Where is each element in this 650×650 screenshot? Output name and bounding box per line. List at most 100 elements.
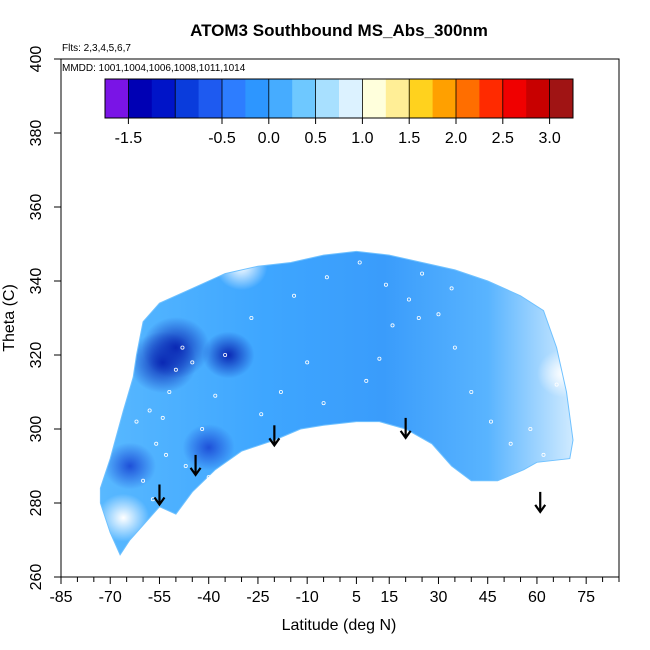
y-tick-label: 380 [28,120,45,147]
colorbar-swatch [315,79,340,118]
x-tick-label: -55 [148,589,171,606]
sample-point [406,297,411,302]
colorbar-label: -0.5 [208,130,236,147]
tropopause-arrows [153,417,547,514]
colorbar-label: 0.0 [258,130,280,147]
colorbar-swatch [362,79,387,118]
y-tick-label: 320 [28,342,45,369]
colorbar-swatch [198,79,223,118]
colorbar-frame [104,78,574,119]
sample-point [164,452,169,457]
colorbar-swatch [456,79,480,118]
sample-points [121,260,559,502]
sample-point [508,441,513,446]
chart-title: ATOM3 Southbound MS_Abs_300nm [190,21,488,40]
sample-point [200,426,205,431]
x-tick-label: 30 [430,589,448,606]
tropopause-arrow [268,425,281,448]
sample-point [183,463,188,468]
sample-point [541,452,546,457]
colorbar-label: 1.0 [351,130,373,147]
heatmap-patches [100,251,574,542]
colorbar-swatch [175,79,199,118]
sample-point [278,389,283,394]
x-tick-label: 15 [380,589,398,606]
colorbar-swatch [549,79,574,118]
colorbar-swatch [105,79,129,118]
high-value-patch [100,493,150,542]
sample-point [488,419,493,424]
sample-point [292,293,297,298]
colorbar-label: 0.5 [304,130,326,147]
sample-point [206,475,211,480]
sample-point [190,360,195,365]
sample-point [321,401,326,406]
low-value-patch [182,424,235,471]
colorbar-label: 1.5 [398,130,420,147]
x-tick-label: 45 [479,589,497,606]
colorbar-swatch [339,79,363,118]
sample-point [173,367,178,372]
heatmap-base [100,251,574,555]
sample-point [213,393,218,398]
x-tick-label: -85 [49,589,72,606]
colorbar: -1.5 -0.5 0.0 0.5 1.0 1.5 2.0 2.5 3.0 [104,78,574,147]
colorbar-label: -1.5 [115,130,143,147]
tropopause-arrow [399,417,412,440]
colorbar-swatch [292,79,316,118]
sample-point [223,352,228,357]
sample-point [337,441,342,446]
x-tick-label: 5 [352,589,361,606]
x-tick-label: -70 [99,589,122,606]
heatmap-edge [99,250,574,556]
x-axis: -85 -70 -55 -40 -25 -10 5 15 30 45 60 75 [49,577,620,606]
low-value-patch [202,331,255,379]
sample-point [147,408,152,413]
sample-point [377,356,382,361]
flights-subtitle: Flts: 2,3,4,5,6,7 [62,43,131,54]
y-axis: 260 280 300 320 340 360 380 400 [28,46,61,590]
sample-point [259,412,264,417]
colorbar-swatch [526,79,550,118]
x-axis-label: Latitude (deg N) [282,617,397,634]
dates-subtitle: MMDD: 1001,1004,1006,1008,1011,1014 [62,63,246,74]
sample-point [528,426,533,431]
y-axis-label: Theta (C) [1,284,18,352]
sample-point [469,389,474,394]
y-tick-label: 280 [28,490,45,517]
colorbar-swatch [268,79,293,118]
sample-point [452,345,457,350]
sample-point [305,360,310,365]
tropopause-arrow [189,454,202,477]
sample-point [354,423,359,428]
sample-point [416,315,421,320]
sample-point [357,260,362,265]
sample-point [134,419,139,424]
colorbar-swatch [128,79,153,118]
sample-point [554,382,559,387]
sample-point [180,345,185,350]
colorbar-swatch [479,79,504,118]
sample-point [390,323,395,328]
sample-point [449,286,454,291]
colorbar-label: 2.5 [492,130,514,147]
sample-point [420,271,425,276]
tropopause-arrow [534,491,547,514]
colorbar-swatch [222,79,246,118]
y-tick-label: 400 [28,46,45,73]
x-tick-label: 60 [528,589,546,606]
sample-point [141,478,146,483]
sample-point [364,378,369,383]
high-value-patch [244,251,305,262]
colorbar-label: 3.0 [538,130,560,147]
y-tick-label: 300 [28,416,45,443]
sample-point [239,452,244,457]
sample-point [249,315,254,320]
colorbar-swatch [432,79,457,118]
colorbar-swatch [245,79,270,118]
high-value-patch [537,349,574,398]
sample-point [383,282,388,287]
y-tick-label: 340 [28,268,45,295]
colorbar-swatch [151,79,176,118]
